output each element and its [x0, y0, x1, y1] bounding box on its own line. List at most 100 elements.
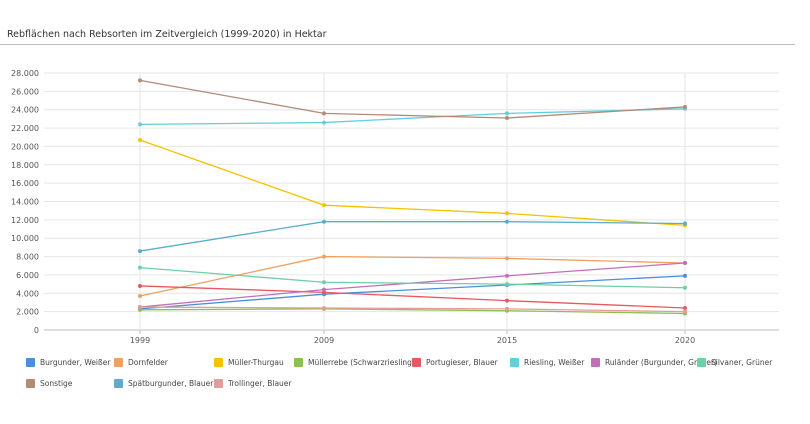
legend-item[interactable]: Müllerrebe (Schwarzriesling)	[294, 358, 415, 367]
y-tick-label: 10.000	[11, 234, 39, 243]
legend-swatch	[26, 358, 35, 367]
data-point	[683, 221, 687, 226]
series-line	[139, 255, 686, 297]
x-tick-label: 2009	[314, 336, 334, 345]
legend-swatch	[591, 358, 600, 367]
legend-label: Dornfelder	[128, 358, 168, 367]
data-point	[138, 265, 142, 270]
data-point	[138, 138, 142, 143]
series-line	[139, 79, 686, 119]
legend-label: Portugieser, Blauer	[426, 358, 498, 367]
y-tick-label: 8.000	[16, 253, 39, 262]
data-point	[322, 305, 326, 310]
legend-item[interactable]: Portugieser, Blauer	[412, 358, 498, 367]
legend-item[interactable]: Spätburgunder, Blauer	[114, 379, 213, 388]
y-tick-label: 12.000	[11, 216, 39, 225]
data-point	[138, 78, 142, 83]
legend-item[interactable]: Dornfelder	[114, 358, 168, 367]
legend-swatch	[697, 358, 706, 367]
legend-swatch	[114, 358, 123, 367]
series-9	[138, 219, 687, 254]
series-1	[138, 254, 687, 299]
series-10	[138, 305, 687, 314]
legend-item[interactable]: Trollinger, Blauer	[214, 379, 292, 388]
legend-label: Müllerrebe (Schwarzriesling)	[308, 358, 415, 367]
y-tick-label: 2.000	[16, 308, 39, 317]
series-line	[139, 221, 686, 252]
data-point	[505, 111, 509, 116]
series-lines	[138, 78, 687, 316]
legend-label: Silvaner, Grüner	[711, 358, 773, 367]
y-tick-label: 28.000	[11, 69, 39, 78]
data-point	[683, 309, 687, 314]
data-point	[505, 219, 509, 224]
y-tick-label: 26.000	[11, 87, 39, 96]
series-line	[139, 262, 686, 308]
data-point	[683, 273, 687, 278]
y-tick-label: 24.000	[11, 106, 39, 115]
data-point	[683, 260, 687, 265]
legend-swatch	[26, 379, 35, 388]
legend-item[interactable]: Silvaner, Grüner	[697, 358, 772, 367]
data-point	[322, 111, 326, 116]
data-point	[683, 104, 687, 109]
legend-swatch	[294, 358, 303, 367]
data-point	[505, 306, 509, 311]
legend-item[interactable]: Riesling, Weißer	[510, 358, 584, 367]
legend-item[interactable]: Müller-Thurgau	[214, 358, 284, 367]
data-point	[505, 115, 509, 120]
data-point	[138, 122, 142, 127]
legend-label: Ruländer (Burgunder, Grauer)	[605, 358, 718, 367]
y-tick-label: 6.000	[16, 271, 39, 280]
series-line	[139, 308, 686, 315]
data-point	[683, 285, 687, 290]
legend-swatch	[214, 379, 223, 388]
data-point	[505, 282, 509, 287]
chart-title: Rebflächen nach Rebsorten im Zeitverglei…	[7, 29, 327, 40]
series-8	[138, 78, 687, 120]
title-divider	[0, 44, 795, 45]
legend-item[interactable]: Ruländer (Burgunder, Grauer)	[591, 358, 717, 367]
data-point	[322, 203, 326, 208]
data-point	[138, 294, 142, 299]
y-axis-ticks: 0 2.000 4.000 6.000 8.000 10.000 12.000 14.000 1…	[11, 69, 39, 335]
y-tick-label: 16.000	[11, 179, 39, 188]
data-point	[138, 307, 142, 312]
series-line	[139, 139, 686, 227]
data-point	[505, 273, 509, 278]
series-4	[138, 283, 687, 310]
legend-swatch	[412, 358, 421, 367]
x-axis: 1999 2009 2015 2020	[130, 330, 695, 345]
data-point	[322, 290, 326, 295]
series-line	[139, 285, 686, 309]
legend-label: Burgunder, Weißer	[40, 358, 111, 367]
data-point	[505, 256, 509, 261]
legend-label: Riesling, Weißer	[524, 358, 585, 367]
data-point	[322, 254, 326, 259]
y-tick-label: 14.000	[11, 198, 39, 207]
y-tick-label: 20.000	[11, 142, 39, 151]
data-point	[138, 249, 142, 254]
legend-label: Trollinger, Blauer	[228, 379, 292, 388]
grid-lines	[44, 72, 779, 331]
series-7	[138, 265, 687, 290]
legend-item[interactable]: Sonstige	[26, 379, 72, 388]
legend-item[interactable]: Burgunder, Weißer	[26, 358, 110, 367]
y-tick-label: 18.000	[11, 161, 39, 170]
y-tick-label: 4.000	[16, 289, 39, 298]
series-line	[139, 306, 686, 313]
legend-label: Spätburgunder, Blauer	[128, 379, 214, 388]
data-point	[505, 211, 509, 216]
x-tick-label: 2015	[497, 336, 517, 345]
series-line	[139, 275, 686, 310]
series-line	[139, 266, 686, 289]
x-tick-label: 1999	[130, 336, 150, 345]
data-point	[683, 305, 687, 310]
series-line	[139, 108, 686, 126]
data-point	[138, 305, 142, 310]
legend-swatch	[214, 358, 223, 367]
data-point	[322, 280, 326, 285]
data-point	[322, 120, 326, 125]
data-point	[322, 219, 326, 224]
